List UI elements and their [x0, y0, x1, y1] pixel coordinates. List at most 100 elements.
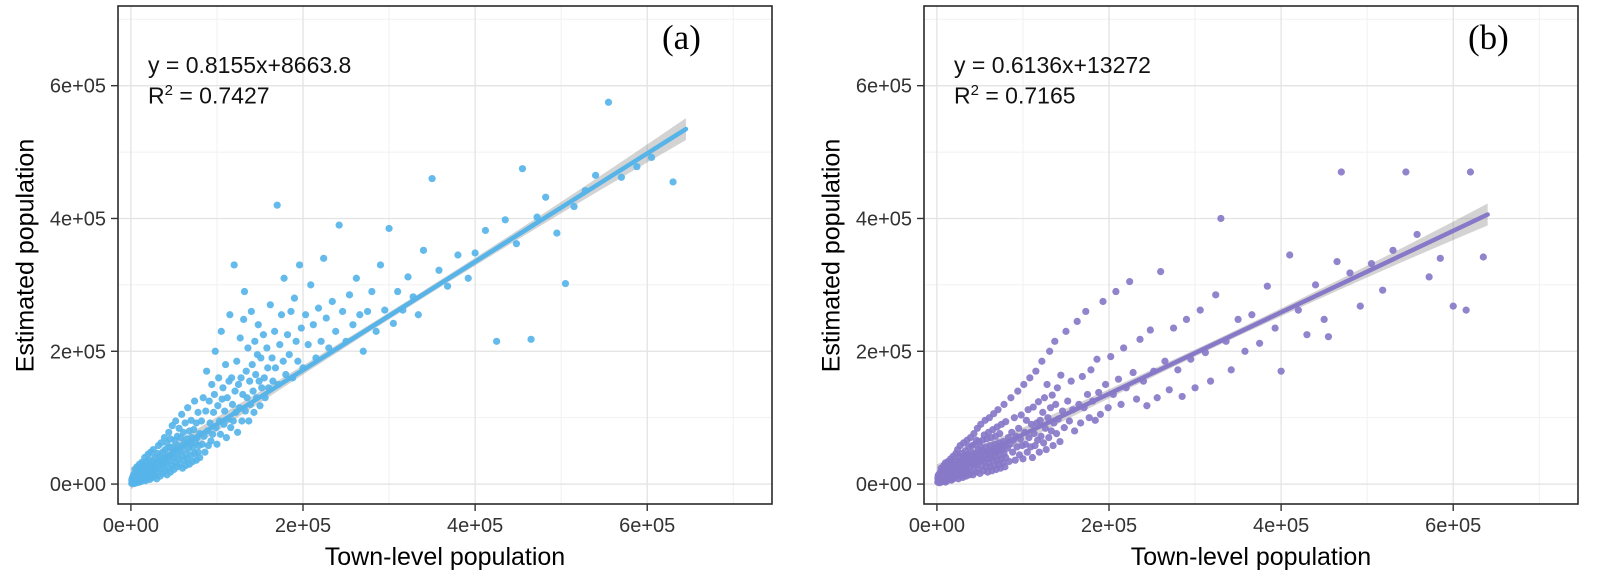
- data-point: [1241, 347, 1249, 355]
- data-point: [237, 374, 245, 382]
- data-point: [1046, 404, 1055, 412]
- data-point: [228, 400, 237, 408]
- data-point: [230, 261, 238, 269]
- data-point: [1034, 398, 1043, 406]
- data-point: [266, 301, 274, 309]
- data-point: [1045, 434, 1053, 442]
- data-point: [404, 273, 412, 281]
- r-squared-rest: = 0.7427: [172, 82, 270, 109]
- panel-b: 0e+00 2e+05 4e+05 6e+05 0e+00 2e+05 4e+05 6e+05…: [806, 0, 1612, 587]
- data-point: [604, 98, 613, 106]
- panel-label-b: (b): [1468, 18, 1509, 57]
- data-point: [385, 224, 393, 233]
- data-point: [647, 153, 656, 161]
- data-point: [280, 274, 288, 282]
- data-point: [1333, 258, 1341, 266]
- data-point: [363, 307, 372, 316]
- data-point: [1425, 273, 1433, 281]
- data-point: [359, 347, 367, 355]
- data-point: [1413, 230, 1421, 239]
- data-point: [1009, 448, 1017, 456]
- data-point: [198, 440, 206, 448]
- data-point: [247, 307, 255, 316]
- data-point: [428, 175, 436, 183]
- data-point: [222, 434, 231, 442]
- data-point: [236, 334, 244, 342]
- data-point: [1146, 326, 1154, 334]
- x-axis-label: Town-level population: [324, 543, 566, 571]
- data-point: [481, 226, 490, 235]
- data-point: [1182, 315, 1191, 324]
- data-point: [1062, 327, 1070, 335]
- data-point: [1025, 434, 1033, 442]
- data-point: [1015, 424, 1023, 432]
- data-point: [454, 251, 462, 259]
- data-point: [1096, 410, 1105, 418]
- data-point: [295, 261, 304, 269]
- data-point: [542, 193, 550, 201]
- data-point: [1479, 253, 1487, 261]
- data-point: [1023, 448, 1031, 456]
- data-point: [1053, 384, 1061, 392]
- data-point: [1026, 374, 1034, 382]
- data-point: [227, 424, 235, 432]
- data-point: [1052, 400, 1060, 408]
- data-point: [279, 357, 287, 365]
- data-point: [1271, 324, 1279, 332]
- data-point: [1042, 445, 1050, 454]
- data-point: [203, 367, 211, 375]
- regression-equation: y = 0.6136x+13272: [954, 52, 1151, 78]
- data-point: [1436, 254, 1444, 262]
- x-tick-label: 2e+05: [275, 515, 331, 537]
- data-point: [1263, 282, 1271, 290]
- panel-label-a: (a): [662, 18, 701, 57]
- data-point: [251, 337, 259, 345]
- data-point: [234, 428, 242, 436]
- data-point: [1104, 404, 1112, 412]
- data-point: [1277, 367, 1285, 375]
- data-point: [243, 394, 251, 402]
- data-point: [1178, 392, 1186, 401]
- data-point: [435, 266, 443, 274]
- y-tick-label: 6e+05: [50, 76, 106, 98]
- data-point: [208, 380, 216, 389]
- data-point: [240, 287, 249, 296]
- data-point: [197, 417, 206, 425]
- data-point: [1165, 386, 1173, 394]
- data-point: [248, 360, 256, 369]
- data-point: [368, 287, 376, 296]
- data-point: [260, 374, 268, 382]
- data-point: [1449, 302, 1457, 310]
- data-point: [1001, 463, 1009, 471]
- data-point: [1402, 168, 1410, 176]
- data-point: [1294, 306, 1302, 314]
- data-point: [376, 261, 385, 269]
- data-point: [314, 304, 323, 312]
- data-point: [1005, 457, 1013, 466]
- data-point: [190, 397, 199, 405]
- y-tick-label: 4e+05: [856, 208, 912, 230]
- data-point: [1082, 307, 1090, 316]
- data-point: [1060, 424, 1068, 432]
- data-point: [320, 254, 328, 262]
- r-squared-base: R: [954, 82, 971, 109]
- data-point: [1048, 391, 1056, 399]
- data-point: [322, 314, 330, 322]
- data-point: [1028, 453, 1037, 462]
- data-point: [414, 311, 422, 319]
- data-point: [1227, 366, 1235, 374]
- data-point: [249, 387, 257, 395]
- data-point: [1064, 397, 1072, 405]
- data-point: [335, 221, 343, 229]
- data-point: [234, 380, 243, 389]
- data-point: [178, 410, 186, 418]
- data-point: [201, 448, 209, 456]
- data-point: [283, 331, 292, 339]
- y-tick-label: 6e+05: [856, 76, 912, 98]
- data-point: [1040, 439, 1048, 447]
- r-squared-value: R2 = 0.7165: [954, 82, 1076, 110]
- scatter-plot-b: 0e+00 2e+05 4e+05 6e+05 0e+00 2e+05 4e+05 6e+05: [856, 5, 1579, 537]
- data-point: [257, 354, 265, 362]
- y-tick-label: 0e+00: [50, 474, 106, 496]
